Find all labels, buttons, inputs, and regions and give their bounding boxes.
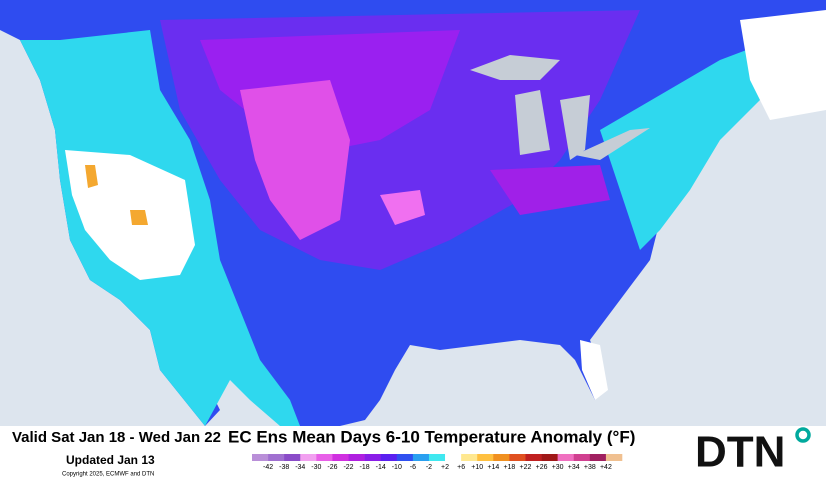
logo-dot <box>795 427 811 443</box>
legend-label: -26 <box>327 464 337 471</box>
legend-swatch <box>268 454 285 461</box>
legend-swatch <box>493 454 510 461</box>
legend-swatch <box>461 454 478 461</box>
legend-swatch <box>573 454 591 461</box>
legend-label: -30 <box>311 464 321 471</box>
legend-label: -2 <box>426 464 432 471</box>
copyright: Copyright 2025, ECMWF and DTN <box>62 472 154 478</box>
legend-swatch <box>509 454 526 461</box>
legend-label: -38 <box>279 464 289 471</box>
legend-label: -34 <box>295 464 305 471</box>
magenta-core <box>380 190 425 225</box>
legend-swatch <box>348 454 365 461</box>
map <box>0 0 826 426</box>
legend-label: +22 <box>520 464 532 471</box>
warm-spot <box>85 165 98 188</box>
legend-label: +34 <box>568 464 580 471</box>
legend-swatch <box>284 454 301 461</box>
legend-swatch <box>589 454 607 461</box>
legend-swatch <box>477 454 494 461</box>
magenta-core <box>240 80 350 240</box>
legend-label: -6 <box>410 464 416 471</box>
legend-swatch <box>428 454 446 461</box>
legend-label: +18 <box>503 464 515 471</box>
legend-label: -14 <box>376 464 386 471</box>
legend-swatch <box>316 454 333 461</box>
logo: DTN <box>695 428 785 477</box>
legend-swatch <box>541 454 558 461</box>
florida-neutral <box>580 340 608 400</box>
legend-label: +10 <box>471 464 483 471</box>
legend-swatch <box>412 454 430 461</box>
footer <box>0 426 826 480</box>
legend-label: -18 <box>360 464 370 471</box>
great-lakes <box>470 55 650 160</box>
legend-swatch <box>557 454 575 461</box>
valid-range: Valid Sat Jan 18 - Wed Jan 22 <box>12 429 221 446</box>
updated: Updated Jan 13 <box>66 453 155 467</box>
east-violet <box>490 165 610 215</box>
legend-label: +38 <box>584 464 596 471</box>
legend-swatch <box>364 454 381 461</box>
legend-label: -22 <box>343 464 353 471</box>
legend-label: +30 <box>552 464 564 471</box>
map-title: EC Ens Mean Days 6-10 Temperature Anomal… <box>228 427 635 446</box>
east-neutral <box>740 10 826 120</box>
legend-swatch <box>605 454 623 461</box>
legend-label: +42 <box>600 464 612 471</box>
legend-swatch <box>252 454 269 461</box>
legend-label: +26 <box>536 464 548 471</box>
warm-spot <box>130 210 148 225</box>
legend: -42 -38 -34 -30 -26 -22 -18 -14 -10 -6 -2 +2 +6 +10 +1… <box>252 454 623 471</box>
legend-swatch <box>525 454 542 461</box>
legend-label: -42 <box>263 464 273 471</box>
legend-label: +14 <box>487 464 499 471</box>
legend-swatch <box>445 454 462 461</box>
legend-label: +6 <box>457 464 465 471</box>
legend-swatch <box>332 454 349 461</box>
legend-label: +2 <box>441 464 449 471</box>
legend-swatch <box>380 454 398 461</box>
legend-swatch <box>300 454 317 461</box>
legend-swatch <box>396 454 414 461</box>
legend-label: -10 <box>392 464 402 471</box>
